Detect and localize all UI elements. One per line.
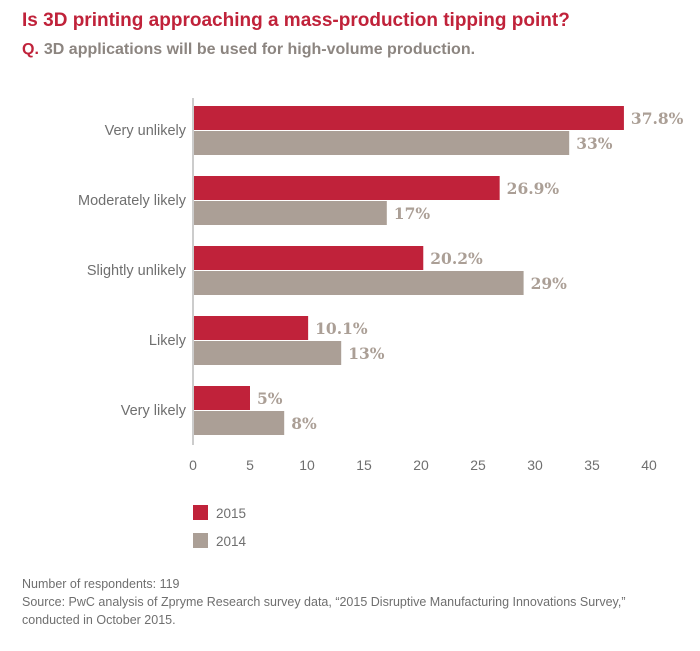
bar-2015 xyxy=(194,106,624,130)
legend-label-2015: 2015 xyxy=(216,506,246,521)
category-label: Very unlikely xyxy=(105,123,187,139)
x-tick-label: 10 xyxy=(299,457,315,473)
legend-swatch-2015 xyxy=(193,505,208,520)
data-label-2015: 5% xyxy=(257,389,283,408)
category-label: Very likely xyxy=(121,403,187,419)
bar-2014 xyxy=(194,201,387,225)
data-label-2015: 26.9% xyxy=(507,179,560,198)
chart-footer: Number of respondents: 119 Source: PwC a… xyxy=(22,575,682,629)
x-tick-label: 0 xyxy=(189,457,197,473)
category-label: Moderately likely xyxy=(78,193,187,209)
x-tick-label: 15 xyxy=(356,457,372,473)
data-label-2015: 20.2% xyxy=(430,249,483,268)
data-label-2014: 13% xyxy=(348,344,385,363)
x-tick-label: 35 xyxy=(584,457,600,473)
bar-2014 xyxy=(194,341,342,365)
bar-2014 xyxy=(194,271,524,295)
bar-2015 xyxy=(194,386,250,410)
x-tick-label: 30 xyxy=(527,457,543,473)
source-note: Source: PwC analysis of Zpryme Research … xyxy=(22,595,626,627)
category-label: Likely xyxy=(149,333,187,349)
data-label-2014: 8% xyxy=(291,414,317,433)
data-label-2015: 37.8% xyxy=(631,109,684,128)
legend-label-2014: 2014 xyxy=(216,534,247,549)
chart-title: Is 3D printing approaching a mass-produc… xyxy=(22,10,570,31)
x-tick-label: 25 xyxy=(470,457,486,473)
respondents-note: Number of respondents: 119 xyxy=(22,577,180,591)
category-label: Slightly unlikely xyxy=(87,263,187,279)
bar-2014 xyxy=(194,131,570,155)
question-prefix: Q. xyxy=(22,41,39,58)
data-label-2015: 10.1% xyxy=(315,319,368,338)
data-label-2014: 33% xyxy=(576,134,613,153)
bar-2015 xyxy=(194,316,309,340)
data-label-2014: 17% xyxy=(394,204,431,223)
chart-subtitle: Q. 3D applications will be used for high-… xyxy=(22,41,475,59)
bar-2015 xyxy=(194,246,424,270)
bar-2015 xyxy=(194,176,500,200)
question-text: 3D applications will be used for high-vo… xyxy=(43,41,476,58)
x-tick-label: 40 xyxy=(641,457,657,473)
legend-swatch-2014 xyxy=(193,533,208,548)
bar-2014 xyxy=(194,411,285,435)
x-tick-label: 5 xyxy=(246,457,254,473)
data-label-2014: 29% xyxy=(531,274,568,293)
x-tick-label: 20 xyxy=(413,457,429,473)
